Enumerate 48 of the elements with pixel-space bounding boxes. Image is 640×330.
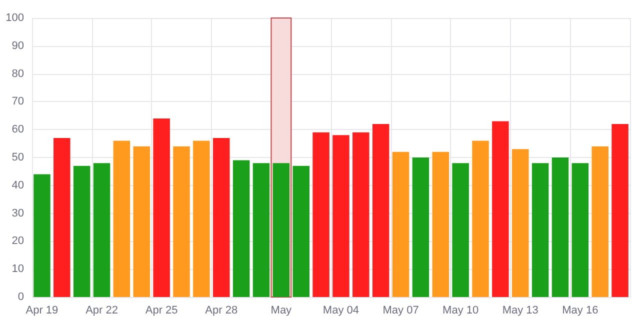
y-tick-label: 70 (12, 96, 24, 108)
x-tick-label: Apr 22 (86, 304, 118, 316)
bar (612, 124, 628, 297)
y-tick-label: 40 (12, 179, 24, 192)
bar (54, 138, 70, 297)
bar (452, 163, 469, 297)
bar (592, 146, 608, 297)
bar (133, 146, 150, 297)
bar (173, 146, 190, 297)
bar (492, 121, 509, 297)
x-tick-label: May 16 (562, 304, 598, 316)
x-tick-label: Apr 28 (205, 304, 238, 316)
x-tick-label: May 04 (322, 304, 360, 316)
x-tick-label: May 07 (382, 304, 419, 316)
y-tick-label: 80 (12, 68, 24, 80)
x-tick-label: May (270, 304, 292, 316)
bar (332, 135, 350, 297)
bar (34, 174, 50, 297)
bar (93, 163, 110, 297)
bar (312, 132, 330, 297)
bar (153, 118, 170, 297)
bar (532, 163, 549, 297)
x-tick-label: Apr 19 (26, 304, 58, 316)
bar (432, 152, 450, 297)
y-tick-label: 90 (12, 40, 24, 52)
y-tick-label: 100 (6, 12, 24, 24)
y-tick-label: 10 (12, 263, 24, 276)
bar (572, 163, 589, 297)
y-tick-label: 50 (12, 152, 24, 164)
bar (113, 140, 130, 297)
x-tick-label: May 13 (502, 304, 538, 316)
x-tick-label: Apr 25 (145, 304, 178, 316)
bar (232, 160, 250, 297)
bar (412, 158, 430, 297)
bar (73, 166, 90, 297)
y-tick-label: 0 (18, 291, 24, 303)
y-tick-label: 30 (12, 207, 24, 220)
bar (352, 132, 370, 297)
bar (193, 140, 210, 297)
bar (512, 149, 529, 297)
x-tick-label: May 10 (442, 304, 479, 316)
y-tick-label: 20 (12, 235, 24, 248)
bar (552, 158, 569, 297)
bar (372, 124, 390, 297)
bar (472, 140, 489, 297)
y-tick-label: 60 (12, 124, 24, 136)
bar (212, 138, 230, 297)
bar (392, 152, 410, 297)
